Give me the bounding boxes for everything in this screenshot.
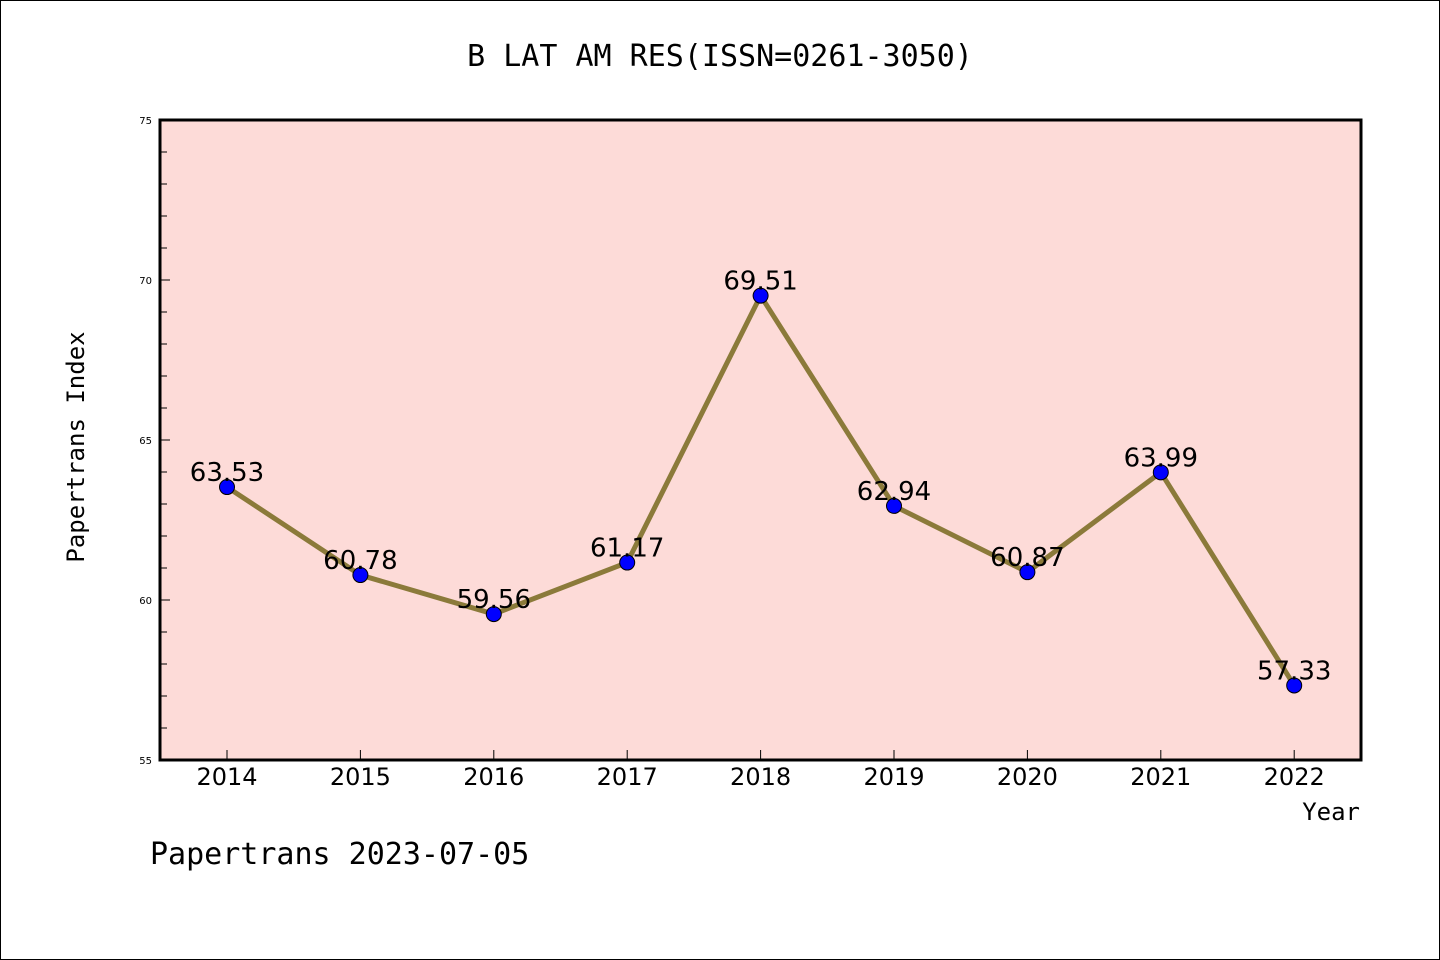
data-value-label: 62.94 xyxy=(857,477,931,507)
data-labels-group: 63.53 60.78 59.56 61.17 69.51 62.94 60.87 63.99… xyxy=(190,267,1332,687)
y-tick-label: 70 xyxy=(139,276,152,287)
x-tick-label: 2014 xyxy=(196,763,257,791)
chart-title: B LAT AM RES(ISSN=0261-3050) xyxy=(467,39,973,74)
footer-date-label: Papertrans 2023-07-05 xyxy=(150,837,529,872)
data-point-marker xyxy=(1019,564,1036,581)
data-value-label: 60.87 xyxy=(990,543,1064,573)
data-point-marker xyxy=(1152,464,1169,481)
y-tick-label: 65 xyxy=(139,436,152,447)
data-value-label: 63.53 xyxy=(190,458,264,488)
y-tick-label: 55 xyxy=(139,756,152,767)
data-value-label: 59.56 xyxy=(457,585,531,615)
x-tick-label: 2020 xyxy=(997,763,1058,791)
y-tick-label: 60 xyxy=(139,596,152,607)
data-value-label: 57.33 xyxy=(1257,656,1331,686)
data-point-marker xyxy=(485,606,502,623)
plot-area xyxy=(158,118,1363,762)
data-point-marker xyxy=(886,497,902,514)
x-tick-label: 2019 xyxy=(863,763,924,791)
x-tick-label: 2022 xyxy=(1264,763,1325,791)
x-axis: 2014 2015 2016 2017 2018 2019 2020 2021 2022 xyxy=(196,750,1325,791)
data-value-label: 69.51 xyxy=(723,267,797,297)
data-point-marker xyxy=(752,287,769,304)
data-point-marker xyxy=(1286,677,1303,694)
data-value-label: 60.78 xyxy=(323,546,397,576)
x-tick-label: 2015 xyxy=(330,763,391,791)
data-value-label: 61.17 xyxy=(590,534,664,564)
data-value-label: 63.99 xyxy=(1124,443,1198,473)
y-axis-title: Papertrans Index xyxy=(62,331,90,562)
data-point-marker xyxy=(219,479,235,496)
x-tick-label: 2021 xyxy=(1130,763,1191,791)
data-point-marker xyxy=(619,554,636,571)
y-axis: 55 60 65 70 75 xyxy=(139,116,170,767)
y-tick-label: 75 xyxy=(139,116,152,127)
x-tick-label: 2017 xyxy=(597,763,658,791)
x-tick-label: 2018 xyxy=(730,763,791,791)
x-tick-label: 2016 xyxy=(463,763,524,791)
x-axis-title: Year xyxy=(1302,798,1360,826)
series-line-group xyxy=(219,287,1303,694)
data-point-marker xyxy=(352,567,369,584)
